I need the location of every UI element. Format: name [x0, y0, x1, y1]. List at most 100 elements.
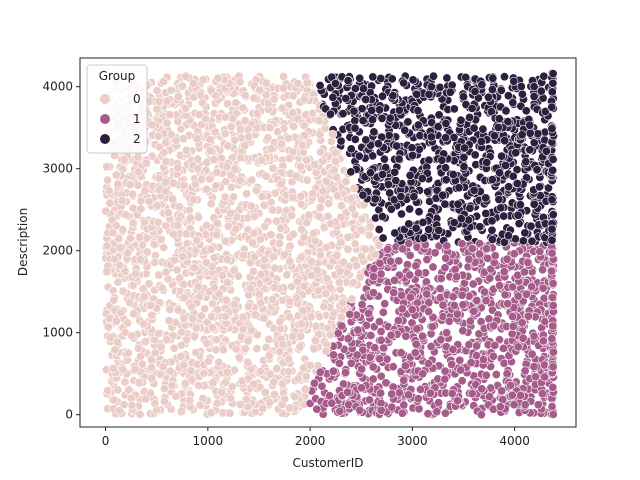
scatter-point-1 — [401, 331, 411, 341]
scatter-point-0 — [278, 72, 288, 82]
scatter-point-2 — [424, 224, 434, 234]
scatter-point-1 — [381, 378, 391, 388]
scatter-point-1 — [412, 324, 422, 334]
scatter-point-2 — [504, 182, 514, 192]
scatter-point-1 — [490, 251, 500, 261]
scatter-point-2 — [487, 235, 497, 245]
scatter-point-0 — [177, 327, 187, 337]
scatter-point-1 — [410, 348, 420, 358]
scatter-point-2 — [489, 131, 499, 141]
scatter-point-1 — [467, 389, 477, 399]
scatter-point-0 — [226, 393, 236, 403]
scatter-point-0 — [179, 360, 189, 370]
scatter-point-1 — [513, 291, 523, 301]
scatter-point-0 — [162, 118, 172, 128]
scatter-point-2 — [376, 74, 386, 84]
scatter-point-0 — [214, 357, 224, 367]
scatter-point-0 — [325, 330, 335, 340]
scatter-point-0 — [160, 397, 170, 407]
scatter-point-1 — [442, 241, 452, 251]
scatter-point-0 — [279, 250, 289, 260]
scatter-point-0 — [356, 225, 366, 235]
scatter-point-1 — [365, 352, 375, 362]
scatter-point-1 — [376, 388, 386, 398]
scatter-point-0 — [181, 229, 191, 239]
scatter-point-1 — [458, 300, 468, 310]
scatter-point-0 — [284, 367, 294, 377]
scatter-point-0 — [225, 408, 235, 418]
scatter-point-0 — [231, 98, 241, 108]
scatter-point-0 — [341, 177, 351, 187]
scatter-point-2 — [408, 75, 418, 85]
scatter-point-2 — [475, 222, 485, 232]
scatter-point-1 — [546, 266, 556, 276]
scatter-point-2 — [525, 128, 535, 138]
scatter-point-1 — [376, 335, 386, 345]
scatter-point-2 — [547, 87, 557, 97]
scatter-point-0 — [205, 146, 215, 156]
scatter-point-0 — [195, 400, 205, 410]
scatter-point-2 — [414, 144, 424, 154]
scatter-point-1 — [343, 387, 353, 397]
y-tick-label: 4000 — [42, 80, 73, 94]
scatter-point-0 — [293, 79, 303, 89]
scatter-point-1 — [425, 388, 435, 398]
scatter-point-0 — [261, 171, 271, 181]
scatter-point-1 — [423, 409, 433, 419]
scatter-point-1 — [352, 350, 362, 360]
scatter-point-0 — [334, 277, 344, 287]
scatter-point-2 — [488, 73, 498, 83]
scatter-point-0 — [112, 337, 122, 347]
scatter-point-1 — [523, 311, 533, 321]
scatter-point-2 — [341, 94, 351, 104]
scatter-point-2 — [413, 120, 423, 130]
scatter-point-1 — [418, 331, 428, 341]
scatter-point-2 — [496, 85, 506, 95]
x-tick-label: 3000 — [397, 434, 428, 448]
scatter-point-0 — [314, 312, 324, 322]
scatter-point-1 — [315, 367, 325, 377]
legend-label-1: 1 — [133, 112, 141, 126]
scatter-point-2 — [482, 158, 492, 168]
scatter-point-0 — [209, 253, 219, 263]
scatter-point-1 — [548, 321, 558, 331]
scatter-point-0 — [350, 239, 360, 249]
scatter-point-2 — [548, 154, 558, 164]
scatter-point-0 — [316, 147, 326, 157]
scatter-point-1 — [441, 253, 451, 263]
scatter-point-0 — [137, 359, 147, 369]
scatter-point-0 — [141, 158, 151, 168]
scatter-point-1 — [341, 367, 351, 377]
scatter-point-1 — [455, 355, 465, 365]
scatter-point-1 — [405, 292, 415, 302]
scatter-point-1 — [357, 364, 367, 374]
scatter-point-0 — [140, 186, 150, 196]
scatter-point-1 — [436, 335, 446, 345]
scatter-point-1 — [379, 343, 389, 353]
scatter-point-1 — [428, 262, 438, 272]
scatter-point-1 — [378, 307, 388, 317]
scatter-point-1 — [344, 400, 354, 410]
scatter-point-0 — [235, 77, 245, 87]
scatter-point-0 — [175, 202, 185, 212]
scatter-point-0 — [270, 263, 280, 273]
scatter-point-2 — [368, 115, 378, 125]
scatter-point-0 — [348, 278, 358, 288]
scatter-point-0 — [105, 198, 115, 208]
scatter-point-2 — [533, 129, 543, 139]
scatter-point-0 — [328, 129, 338, 139]
scatter-point-0 — [230, 135, 240, 145]
scatter-point-2 — [487, 85, 497, 95]
scatter-point-1 — [398, 244, 408, 254]
scatter-point-0 — [285, 296, 295, 306]
scatter-point-0 — [236, 399, 246, 409]
scatter-point-1 — [387, 402, 397, 412]
scatter-point-0 — [135, 409, 145, 419]
scatter-point-1 — [457, 290, 467, 300]
scatter-point-2 — [373, 139, 383, 149]
scatter-point-0 — [332, 191, 342, 201]
scatter-point-0 — [133, 180, 143, 190]
scatter-point-0 — [230, 299, 240, 309]
scatter-point-2 — [325, 109, 335, 119]
scatter-point-0 — [319, 302, 329, 312]
